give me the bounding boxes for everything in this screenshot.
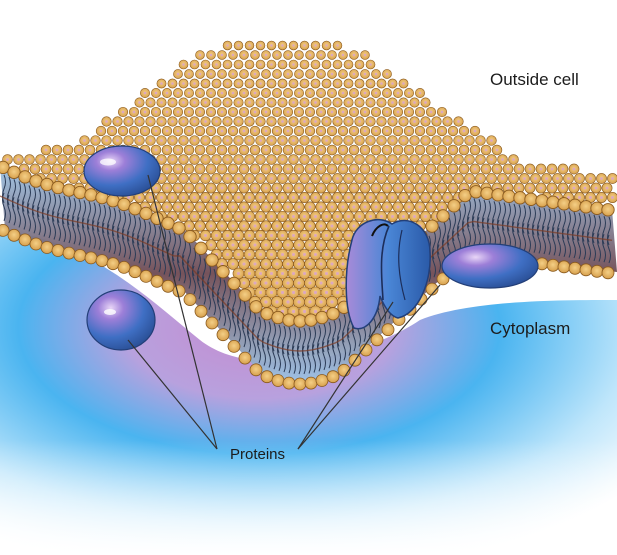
leader-line-lower-left [127,339,218,450]
cytoplasm-label: Cytoplasm [490,319,571,338]
leader-line-upper-left [147,174,218,450]
outside-cell-label: Outside cell [490,70,579,89]
protein-right [441,243,539,289]
leader-line-right [297,284,441,450]
leader-line-channel [297,301,394,450]
proteins-label: Proteins [230,446,286,463]
protein-upper-left [83,145,161,197]
protein-leader-lines [127,174,441,450]
protein-lower-left [86,289,156,351]
channel-protein [345,219,431,330]
